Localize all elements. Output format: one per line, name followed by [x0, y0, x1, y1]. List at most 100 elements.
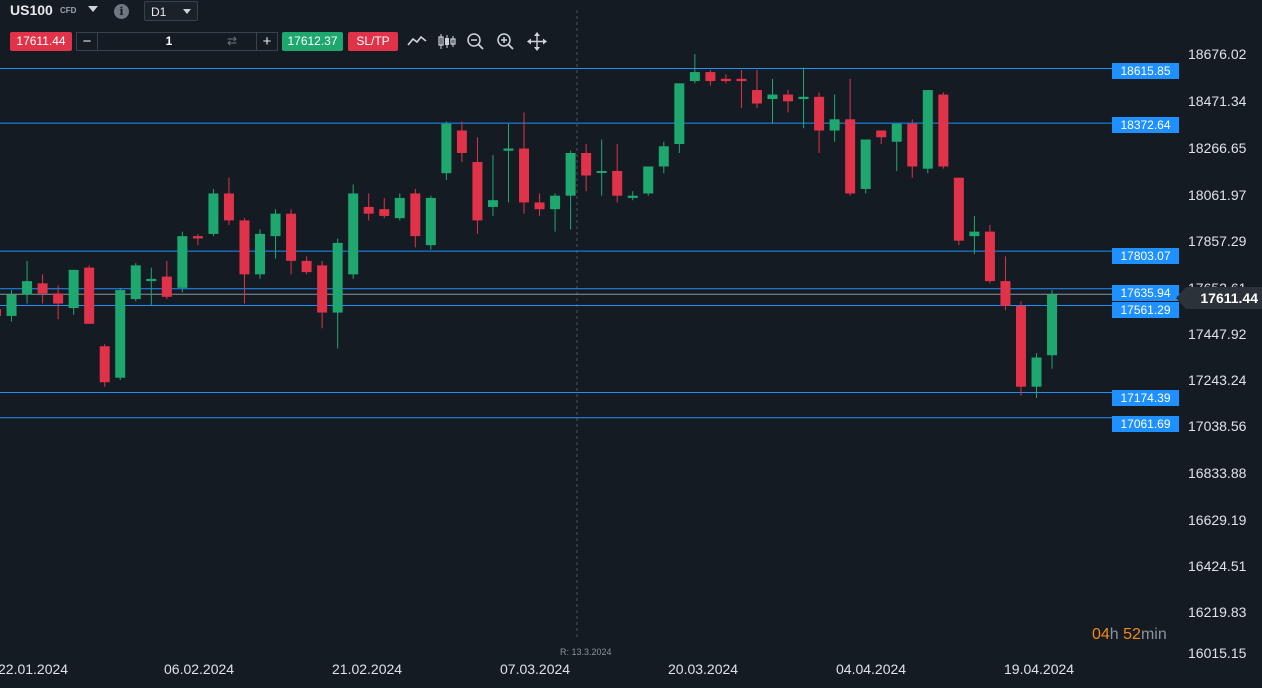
swap-icon[interactable]: ⇄ — [227, 34, 238, 48]
sell-button[interactable]: 17611.44 — [10, 32, 72, 51]
symbol-name[interactable]: US100 — [10, 2, 53, 18]
line-chart-icon[interactable] — [406, 32, 428, 51]
candle-body — [720, 78, 731, 82]
countdown-hours: 04 — [1092, 626, 1110, 643]
price-axis-label: 18061.97 — [1188, 187, 1247, 203]
vertical-marker-label: R: 13.3.2024 — [560, 647, 612, 657]
price-axis-label: 18676.02 — [1188, 46, 1247, 62]
level-price-tag[interactable]: 17174.39 — [1112, 390, 1179, 406]
price-axis-label: 16833.88 — [1188, 465, 1247, 481]
candle-body — [317, 265, 328, 313]
candle-body — [270, 213, 281, 237]
countdown-minutes: 52 — [1123, 626, 1141, 643]
candle-body — [891, 123, 902, 142]
candle-body — [767, 94, 778, 100]
price-axis-label: 17243.24 — [1188, 372, 1247, 388]
candle-body — [394, 197, 405, 219]
candle-body — [907, 123, 918, 167]
decrease-quantity-button[interactable]: − — [77, 33, 98, 50]
candle-body — [68, 269, 79, 309]
level-price-tag[interactable]: 17061.69 — [1112, 416, 1179, 432]
candle-body — [115, 290, 126, 378]
candle-body — [798, 96, 809, 100]
candle-body — [1047, 294, 1058, 356]
candle-body — [410, 193, 421, 237]
timeframe-value: D1 — [151, 5, 167, 19]
candle-body — [441, 123, 452, 174]
candle-body — [938, 94, 949, 167]
level-price-tag[interactable]: 18372.64 — [1112, 117, 1179, 133]
price-axis-label: 18471.34 — [1188, 93, 1247, 109]
candle-body — [565, 152, 576, 196]
candle-body — [472, 161, 483, 221]
info-icon[interactable]: i — [114, 4, 129, 19]
candle-body — [1000, 281, 1011, 306]
price-axis-label: 16015.15 — [1188, 645, 1247, 661]
candle-body — [596, 170, 607, 173]
candle-body — [487, 200, 498, 207]
candle-body — [953, 177, 964, 241]
date-axis-label: 21.02.2024 — [332, 661, 403, 677]
sl-tp-button[interactable]: SL/TP — [348, 32, 398, 51]
candle-body — [751, 90, 762, 104]
zoom-in-icon[interactable] — [495, 32, 517, 51]
candle-body — [519, 148, 530, 203]
zoom-out-icon[interactable] — [465, 32, 487, 51]
level-price-tag[interactable]: 17803.07 — [1112, 248, 1179, 264]
price-axis-label: 16424.51 — [1188, 558, 1247, 574]
candle-body — [146, 278, 157, 282]
candle-body — [223, 193, 234, 221]
date-axis-label: 22.01.2024 — [0, 661, 69, 677]
candle-body — [689, 72, 700, 82]
candle-body — [286, 213, 297, 261]
candle-body — [99, 346, 110, 383]
candle-body — [860, 139, 871, 189]
candle-body — [534, 202, 545, 210]
price-axis-label: 16219.83 — [1188, 604, 1247, 620]
candle-body — [550, 195, 561, 210]
candle-body — [192, 236, 203, 239]
date-axis-label: 19.04.2024 — [1004, 661, 1075, 677]
candle-body — [6, 294, 17, 316]
level-price-tag[interactable]: 18615.85 — [1112, 63, 1179, 79]
price-axis-label: 17447.92 — [1188, 326, 1247, 342]
candle-body — [1015, 305, 1026, 387]
price-axis-label: 16629.19 — [1188, 512, 1247, 528]
candle-body — [0, 309, 1, 316]
increase-quantity-button[interactable]: + — [256, 33, 277, 50]
timeframe-select[interactable]: D1 — [144, 1, 198, 21]
candle-body — [84, 267, 95, 324]
quantity-stepper[interactable]: − 1 ⇄ + — [76, 32, 278, 51]
candle-body — [379, 209, 390, 216]
countdown-hours-unit: h — [1109, 626, 1119, 643]
buy-button[interactable]: 17612.37 — [282, 32, 343, 51]
candle-body — [829, 119, 840, 131]
date-axis-label: 07.03.2024 — [500, 661, 571, 677]
candle-body — [363, 206, 374, 214]
candle-body — [22, 281, 33, 295]
price-axis-label: 17038.56 — [1188, 418, 1247, 434]
quantity-input[interactable]: 1 — [165, 34, 173, 48]
candle-body — [736, 78, 747, 82]
candle-body — [208, 193, 219, 234]
price-axis-label: 17857.29 — [1188, 233, 1247, 249]
level-price-tag[interactable]: 17561.29 — [1112, 302, 1179, 318]
symbol-dropdown-caret-icon[interactable] — [88, 6, 98, 12]
level-price-tag[interactable]: 17635.94 — [1112, 285, 1179, 301]
candle-body — [301, 260, 312, 273]
candle-body — [705, 72, 716, 82]
candle-body — [814, 96, 825, 131]
candle-body — [643, 166, 654, 194]
date-axis-label: 06.02.2024 — [164, 661, 235, 677]
price-axis-label: 18266.65 — [1188, 140, 1247, 156]
move-icon[interactable] — [526, 32, 548, 51]
candle-body — [984, 231, 995, 282]
candle-body — [239, 220, 250, 275]
candle-body — [255, 233, 266, 275]
candle-body — [53, 293, 64, 304]
candle-body — [674, 83, 685, 145]
candlestick-icon[interactable] — [436, 32, 458, 51]
countdown-minutes-unit: min — [1140, 626, 1167, 643]
candle-body — [456, 130, 467, 153]
